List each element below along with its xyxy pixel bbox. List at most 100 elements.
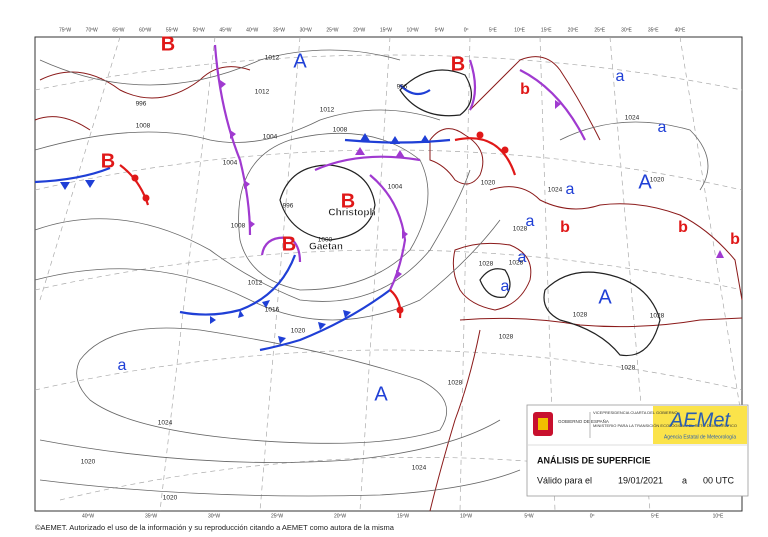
isobar <box>39 419 501 463</box>
isobar-label: 1016 <box>265 307 280 314</box>
longitude-label: 35ºW <box>273 27 285 33</box>
meridian <box>159 36 216 512</box>
meridian <box>359 36 391 512</box>
coastline <box>429 128 484 185</box>
low-pressure-center: B <box>161 33 175 55</box>
vice-presidency: VICEPRESIDENCIA CUARTA DEL GOBIERNO <box>593 410 678 415</box>
longitude-label: 55ºW <box>166 27 178 33</box>
isobar-label: 996 <box>283 203 294 210</box>
longitude-label: 0º <box>464 27 469 33</box>
longitude-label: 10ºW <box>407 27 419 33</box>
longitude-label: 45ºW <box>219 27 231 33</box>
valid-time: 00 UTC <box>703 475 735 485</box>
isobar-label: 996 <box>397 84 408 91</box>
longitude-label: 5ºE <box>489 27 498 33</box>
longitude-label: 15ºE <box>541 27 552 33</box>
semicircle <box>476 131 484 139</box>
ministry: MINISTERIO PARA LA TRANSICIÓN ECOLÓGICA … <box>593 423 737 428</box>
isobar <box>399 69 472 117</box>
high-pressure-center: a <box>566 181 575 198</box>
longitude-label: 40ºW <box>246 27 258 33</box>
semicircle <box>142 194 150 202</box>
parallel <box>34 249 743 291</box>
longitude-label: 10ºE <box>514 27 525 33</box>
high-pressure-center: a <box>118 357 127 374</box>
coastline <box>469 56 601 141</box>
longitude-label: 20ºE <box>568 27 579 33</box>
low-pressure-center: b <box>560 219 570 236</box>
coastline <box>452 242 532 311</box>
isobar-label: 1028 <box>573 312 588 319</box>
isobar-label: 1012 <box>320 107 335 114</box>
high-pressure-center: A <box>374 383 388 405</box>
longitude-label: 25ºW <box>271 513 283 519</box>
storm-name: Christoph <box>328 208 375 219</box>
isobar-label: 1028 <box>650 313 665 320</box>
cold-front <box>259 289 391 352</box>
high-pressure-center: a <box>501 278 510 295</box>
longitude-label: 25ºW <box>326 27 338 33</box>
isobar <box>543 271 661 357</box>
isobar <box>39 49 401 86</box>
low-pressure-center: b <box>520 81 530 98</box>
aemet-logo-area <box>653 406 747 444</box>
isobar <box>559 121 709 191</box>
meridian <box>539 36 556 512</box>
coastline <box>489 186 743 301</box>
longitude-label: 10ºE <box>713 513 724 519</box>
isobar-label: 1008 <box>333 127 348 134</box>
longitude-label: 15ºW <box>380 27 392 33</box>
valid-separator: a <box>682 475 687 485</box>
low-pressure-center: B <box>451 53 465 75</box>
low-pressure-center: b <box>678 219 688 236</box>
longitude-label: 10ºW <box>460 513 472 519</box>
coastline <box>429 329 481 512</box>
isobar-label: 1028 <box>448 380 463 387</box>
meridian <box>679 36 743 421</box>
fronts <box>34 44 724 352</box>
meridian <box>459 36 471 512</box>
isobar <box>76 327 448 444</box>
isobar <box>39 469 521 497</box>
coat-of-arms-inner <box>538 418 548 430</box>
longitude-label: 5ºW <box>524 513 534 519</box>
parallel <box>34 349 743 391</box>
isobar-label: 1028 <box>621 365 636 372</box>
aemet-brand: AEMet <box>669 409 731 431</box>
isobars <box>34 49 709 497</box>
isobar-label: 1020 <box>163 495 178 502</box>
semicircle <box>501 146 509 154</box>
occluded-front <box>468 59 477 111</box>
legend: GOBIERNO DE ESPAÑA VICEPRESIDENCIA CUART… <box>526 404 749 497</box>
high-pressure-center: A <box>638 171 652 193</box>
isobar-label: 1028 <box>513 226 528 233</box>
longitude-label: 35ºW <box>145 513 157 519</box>
isobar-label: 1012 <box>255 89 270 96</box>
isobar-label: 1028 <box>499 334 514 341</box>
longitude-label: 40ºW <box>82 513 94 519</box>
isobar-label: 1004 <box>388 184 403 191</box>
high-pressure-center: a <box>616 68 625 85</box>
occluded-front <box>260 236 302 263</box>
isobar-label: 1020 <box>650 177 665 184</box>
coastline <box>34 116 91 131</box>
isobar-label: 1004 <box>263 134 278 141</box>
high-pressure-center: a <box>658 119 667 136</box>
meridian <box>259 36 301 512</box>
isobar <box>479 268 511 298</box>
occluded-front <box>213 44 252 236</box>
low-pressure-center: B <box>282 233 296 255</box>
warm-front <box>389 289 402 319</box>
longitude-label: 30ºE <box>621 27 632 33</box>
valid-date: 19/01/2021 <box>618 475 663 485</box>
high-pressure-center: a <box>526 213 535 230</box>
isobar-label: 1000 <box>318 237 333 244</box>
longitude-label: 20ºW <box>334 513 346 519</box>
labels: 75ºW 70ºW 65ºW 60ºW 55ºW 50ºW 45ºW 40ºW 35ºW 30ºW… <box>59 27 740 519</box>
gov-name: GOBIERNO DE ESPAÑA <box>558 418 609 424</box>
longitude-label: 70ºW <box>86 27 98 33</box>
cold-front <box>399 84 431 96</box>
longitude-label: 25ºE <box>594 27 605 33</box>
low-pressure-center: B <box>101 150 115 172</box>
longitude-label: 75ºW <box>59 27 71 33</box>
